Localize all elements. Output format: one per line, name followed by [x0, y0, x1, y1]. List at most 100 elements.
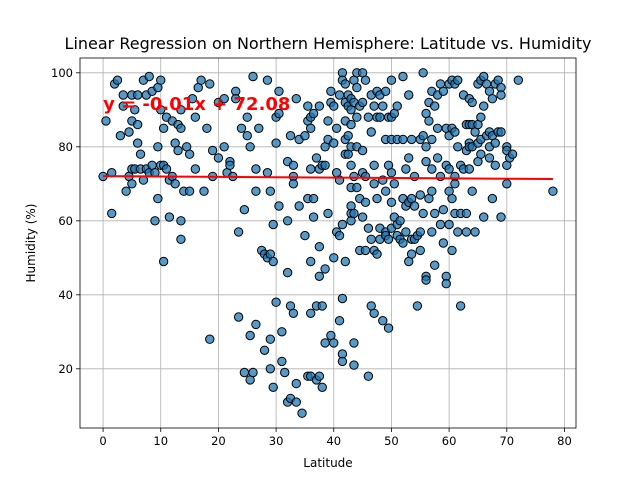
- data-point: [112, 75, 123, 85]
- data-point: [369, 179, 379, 189]
- data-point: [453, 227, 463, 237]
- data-point: [291, 378, 301, 389]
- data-point: [450, 127, 460, 137]
- data-point: [507, 149, 518, 159]
- data-point: [461, 208, 472, 219]
- x-tick-label: 20: [211, 434, 226, 448]
- data-point: [380, 186, 391, 196]
- data-point: [357, 212, 368, 222]
- data-point: [132, 138, 143, 148]
- data-point: [366, 127, 376, 137]
- data-point: [199, 186, 209, 196]
- data-point: [118, 101, 128, 111]
- data-point: [369, 101, 379, 111]
- data-point: [352, 112, 362, 122]
- x-tick-label: 40: [326, 434, 341, 448]
- data-point: [392, 101, 402, 111]
- data-point: [305, 123, 316, 134]
- data-point: [412, 301, 423, 311]
- data-point: [254, 123, 264, 134]
- data-point: [205, 79, 215, 89]
- y-axis-label: Humidity (%): [24, 204, 38, 283]
- data-point: [300, 131, 310, 141]
- data-point: [490, 138, 500, 148]
- data-point: [144, 71, 154, 82]
- data-point: [418, 131, 428, 141]
- data-point: [349, 360, 359, 370]
- data-point: [320, 160, 330, 171]
- data-point: [150, 216, 160, 226]
- data-point: [360, 245, 371, 256]
- data-point: [453, 75, 463, 85]
- data-point: [447, 245, 457, 256]
- data-point: [479, 101, 489, 111]
- data-point: [329, 338, 339, 348]
- data-point: [323, 116, 333, 126]
- data-point: [418, 208, 428, 219]
- data-point: [153, 142, 163, 152]
- data-point: [418, 68, 428, 78]
- data-point: [438, 238, 449, 248]
- data-point: [314, 242, 325, 252]
- data-point: [303, 101, 313, 111]
- data-point: [259, 345, 270, 355]
- data-point: [297, 408, 307, 418]
- data-point: [251, 319, 261, 330]
- data-point: [337, 219, 348, 230]
- data-point: [334, 230, 345, 241]
- data-point: [415, 245, 425, 256]
- data-point: [421, 142, 431, 152]
- data-point: [404, 153, 414, 163]
- data-point: [464, 164, 475, 174]
- data-point: [314, 371, 325, 381]
- x-tick-label: 10: [153, 434, 168, 448]
- data-point: [291, 94, 301, 104]
- data-point: [265, 364, 276, 374]
- data-point: [337, 356, 348, 367]
- data-point: [386, 75, 397, 85]
- data-point: [288, 160, 299, 171]
- data-point: [158, 123, 169, 134]
- data-point: [369, 160, 379, 171]
- data-point: [176, 123, 186, 134]
- data-point: [435, 171, 446, 182]
- data-point: [427, 227, 437, 237]
- data-point: [470, 227, 480, 237]
- data-point: [248, 367, 258, 378]
- data-point: [398, 71, 408, 82]
- data-point: [233, 227, 244, 237]
- regression-equation: y = -0.01x + 72.08: [103, 94, 290, 115]
- data-point: [282, 216, 293, 226]
- data-point: [308, 108, 319, 119]
- data-point: [173, 145, 183, 156]
- data-point: [153, 193, 163, 204]
- y-axis-ticks: 20 40 60 80 100: [51, 66, 80, 376]
- data-point: [323, 208, 333, 219]
- data-point: [190, 164, 201, 174]
- data-point: [432, 153, 443, 163]
- data-point: [455, 301, 466, 311]
- data-point: [346, 160, 356, 171]
- data-point: [156, 75, 166, 85]
- data-point: [251, 164, 261, 174]
- data-point: [372, 249, 382, 259]
- data-point: [305, 164, 316, 174]
- data-point: [121, 186, 131, 196]
- data-point: [386, 197, 397, 208]
- data-points: [98, 68, 558, 418]
- data-point: [329, 138, 339, 148]
- data-point: [156, 105, 166, 115]
- x-tick-label: 80: [557, 434, 572, 448]
- data-point: [271, 138, 281, 148]
- data-point: [271, 297, 281, 307]
- data-point: [219, 142, 229, 152]
- data-point: [340, 79, 351, 89]
- data-point: [242, 112, 252, 122]
- data-point: [268, 219, 278, 230]
- data-point: [135, 149, 146, 159]
- data-point: [363, 112, 374, 122]
- data-point: [496, 212, 506, 222]
- x-axis-label: Latitude: [303, 456, 352, 470]
- data-point: [360, 171, 371, 182]
